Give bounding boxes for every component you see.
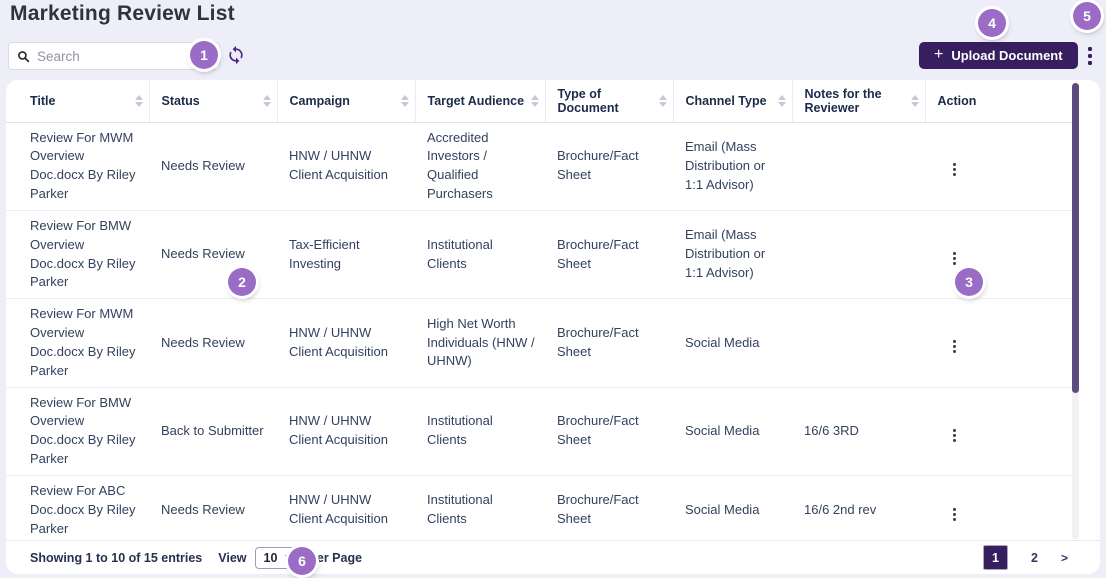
cell-status: Needs Review bbox=[149, 298, 277, 388]
cell-campaign: HNW / UHNW Client Acquisition bbox=[277, 387, 415, 477]
cell-notes bbox=[792, 210, 925, 300]
cell-title[interactable]: Review For ABC Doc.docx By Riley Parker bbox=[6, 475, 149, 540]
cell-action bbox=[925, 475, 1072, 540]
refresh-button[interactable] bbox=[225, 45, 247, 67]
column-header-notes[interactable]: Notes for the Reviewer bbox=[792, 80, 926, 123]
search-input[interactable] bbox=[37, 48, 214, 64]
annotation-badge-6: 6 bbox=[288, 547, 316, 575]
cell-status: Needs Review bbox=[149, 210, 277, 300]
cell-campaign: HNW / UHNW Client Acquisition bbox=[277, 298, 415, 388]
cell-status: Needs Review bbox=[149, 122, 277, 211]
row-actions-kebab-icon[interactable] bbox=[947, 426, 961, 444]
cell-action bbox=[925, 210, 1072, 300]
table-row: Review For BMW Overview Doc.docx By Rile… bbox=[6, 210, 1072, 300]
cell-campaign: HNW / UHNW Client Acquisition bbox=[277, 475, 415, 540]
sort-icon[interactable] bbox=[400, 94, 409, 107]
row-actions-kebab-icon[interactable] bbox=[947, 249, 961, 267]
per-page-select[interactable]: 10 bbox=[254, 546, 301, 569]
pagination-page-1[interactable]: 1 bbox=[982, 545, 1008, 570]
page-title: Marketing Review List bbox=[10, 2, 235, 25]
cell-notes bbox=[792, 122, 925, 211]
sort-icon[interactable] bbox=[777, 94, 786, 107]
table-row: Review For BMW Overview Doc.docx By Rile… bbox=[6, 387, 1072, 477]
column-header-channel-type[interactable]: Channel Type bbox=[673, 80, 793, 123]
column-header-type-of-document[interactable]: Type of Document bbox=[545, 80, 674, 123]
annotation-badge-4: 4 bbox=[978, 9, 1006, 37]
plus-icon: + bbox=[934, 45, 944, 63]
sort-icon[interactable] bbox=[262, 94, 271, 107]
per-page-value: 10 bbox=[263, 550, 278, 565]
sort-icon[interactable] bbox=[530, 94, 539, 107]
showing-entries-text: Showing 1 to 10 of 15 entries bbox=[30, 550, 203, 565]
cell-campaign: Tax-Efficient Investing bbox=[277, 210, 415, 300]
cell-type-of-document: Brochure/Fact Sheet bbox=[545, 122, 673, 211]
cell-type-of-document: Brochure/Fact Sheet bbox=[545, 475, 673, 540]
cell-notes: 16/6 2nd rev bbox=[792, 475, 925, 540]
cell-type-of-document: Brochure/Fact Sheet bbox=[545, 387, 673, 477]
per-page-label: Per Page bbox=[308, 550, 363, 565]
cell-campaign: HNW / UHNW Client Acquisition bbox=[277, 122, 415, 211]
annotation-badge-5: 5 bbox=[1073, 2, 1101, 30]
search-icon bbox=[18, 50, 30, 62]
cell-channel-type: Email (Mass Distribution or 1:1 Advisor) bbox=[673, 210, 792, 300]
cell-target-audience: High Net Worth Individuals (HNW / UHNW) bbox=[415, 298, 545, 388]
table-row: Review For MWM Overview Doc.docx By Rile… bbox=[6, 298, 1072, 388]
table-row: Review For MWM Overview Doc.docx By Rile… bbox=[6, 122, 1072, 211]
cell-target-audience: Institutional Clients bbox=[415, 475, 545, 540]
row-actions-kebab-icon[interactable] bbox=[947, 338, 961, 356]
column-header-action: Action bbox=[925, 80, 1072, 123]
pagination: 1 2 > bbox=[982, 545, 1068, 570]
pagination-page-2[interactable]: 2 bbox=[1031, 550, 1038, 565]
page-menu-kebab-icon[interactable] bbox=[1083, 44, 1097, 68]
annotation-badge-1: 1 bbox=[190, 41, 218, 69]
cell-notes: 16/6 3RD bbox=[792, 387, 925, 477]
sort-icon[interactable] bbox=[134, 94, 143, 107]
review-table-card: Title Status Campaign Target Audience Ty… bbox=[6, 80, 1100, 574]
cell-channel-type: Email (Mass Distribution or 1:1 Advisor) bbox=[673, 122, 792, 211]
vertical-scrollbar-track[interactable] bbox=[1072, 83, 1079, 539]
view-label: View bbox=[218, 550, 247, 565]
column-header-status[interactable]: Status bbox=[149, 80, 278, 123]
vertical-scrollbar-thumb[interactable] bbox=[1072, 83, 1079, 393]
refresh-icon bbox=[229, 45, 243, 65]
cell-status: Needs Review bbox=[149, 475, 277, 540]
table-row: Review For ABC Doc.docx By Riley Parker … bbox=[6, 475, 1072, 540]
table-body: Review For MWM Overview Doc.docx By Rile… bbox=[6, 122, 1072, 540]
column-header-campaign[interactable]: Campaign bbox=[277, 80, 416, 123]
cell-target-audience: Accredited Investors / Qualified Purchas… bbox=[415, 122, 545, 211]
cell-target-audience: Institutional Clients bbox=[415, 387, 545, 477]
table-footer: Showing 1 to 10 of 15 entries View 10 Pe… bbox=[6, 540, 1100, 574]
sort-icon[interactable] bbox=[658, 94, 667, 107]
table-header-row: Title Status Campaign Target Audience Ty… bbox=[6, 80, 1072, 123]
cell-type-of-document: Brochure/Fact Sheet bbox=[545, 298, 673, 388]
cell-title[interactable]: Review For MWM Overview Doc.docx By Rile… bbox=[6, 122, 149, 211]
cell-type-of-document: Brochure/Fact Sheet bbox=[545, 210, 673, 300]
cell-title[interactable]: Review For MWM Overview Doc.docx By Rile… bbox=[6, 298, 149, 388]
cell-action bbox=[925, 387, 1072, 477]
cell-title[interactable]: Review For BMW Overview Doc.docx By Rile… bbox=[6, 210, 149, 300]
cell-status: Back to Submitter bbox=[149, 387, 277, 477]
cell-title[interactable]: Review For BMW Overview Doc.docx By Rile… bbox=[6, 387, 149, 477]
sort-icon[interactable] bbox=[910, 94, 919, 107]
cell-channel-type: Social Media bbox=[673, 475, 792, 540]
row-actions-kebab-icon[interactable] bbox=[947, 161, 961, 179]
upload-document-button[interactable]: + Upload Document bbox=[919, 42, 1078, 69]
cell-action bbox=[925, 122, 1072, 211]
cell-channel-type: Social Media bbox=[673, 387, 792, 477]
row-actions-kebab-icon[interactable] bbox=[947, 505, 961, 523]
cell-channel-type: Social Media bbox=[673, 298, 792, 388]
column-header-target-audience[interactable]: Target Audience bbox=[415, 80, 546, 123]
cell-notes bbox=[792, 298, 925, 388]
annotation-badge-2: 2 bbox=[228, 268, 256, 296]
pagination-next-button[interactable]: > bbox=[1060, 550, 1068, 565]
review-table: Title Status Campaign Target Audience Ty… bbox=[6, 80, 1072, 540]
annotation-badge-3: 3 bbox=[955, 268, 983, 296]
column-header-title[interactable]: Title bbox=[6, 80, 150, 123]
cell-target-audience: Institutional Clients bbox=[415, 210, 545, 300]
search-box[interactable] bbox=[8, 42, 220, 70]
upload-document-label: Upload Document bbox=[951, 48, 1063, 63]
cell-action bbox=[925, 298, 1072, 388]
